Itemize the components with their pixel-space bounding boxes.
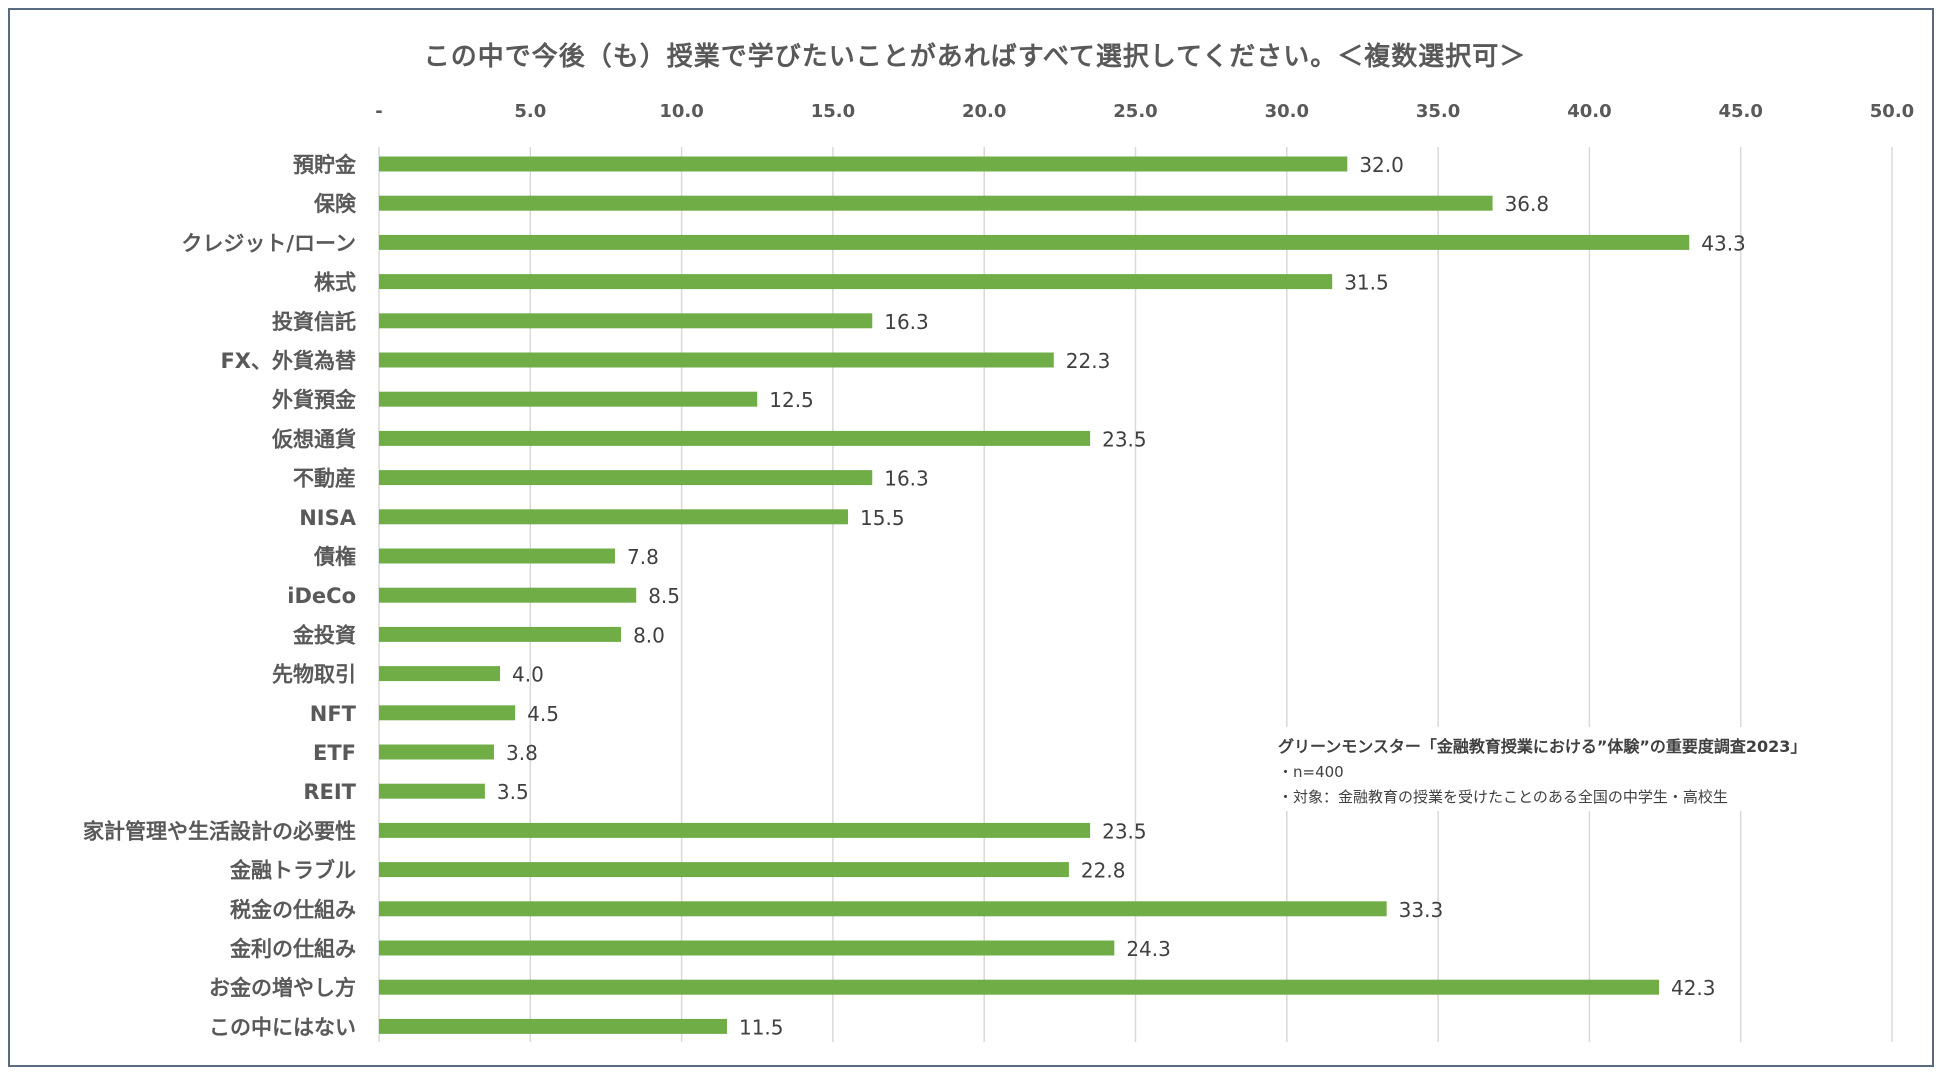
data-label: 22.8 [1081,859,1126,883]
data-label: 33.3 [1399,898,1444,922]
bar [379,783,485,799]
data-label: 16.3 [884,467,929,491]
bar [379,979,1659,995]
category-label: 先物取引 [272,663,356,687]
category-label: クレジット/ローン [181,231,356,255]
category-label: この中にはない [209,1015,356,1039]
x-tick-label: 10.0 [659,101,703,122]
category-label: 保険 [313,192,357,216]
sample-size-note: ・n=400 [1278,763,1344,781]
data-label: 43.3 [1701,231,1746,255]
data-label: 8.0 [633,623,665,647]
x-tick-label: - [375,101,382,122]
bar [379,430,1091,446]
source-title: グリーンモンスター「金融教育授業における”体験”の重要度調査2023」 [1278,737,1807,756]
category-label: iDeCo [287,584,356,608]
category-label: NFT [310,702,357,726]
bar [379,744,494,760]
bar [379,666,501,682]
x-tick-label: 5.0 [514,101,546,122]
data-label: 15.5 [860,506,905,530]
category-label: NISA [299,506,357,530]
bar [379,313,873,329]
x-tick-label: 30.0 [1265,101,1309,122]
data-label: 22.3 [1066,349,1111,373]
bar [379,195,1493,211]
bar [379,862,1069,878]
x-tick-label: 35.0 [1416,101,1460,122]
data-label: 11.5 [739,1015,784,1039]
category-label: REIT [303,780,356,804]
data-label: 4.0 [512,663,544,687]
x-tick-label: 20.0 [962,101,1006,122]
x-tick-label: 40.0 [1567,101,1611,122]
data-label: 16.3 [884,310,929,334]
category-label: 税金の仕組み [230,898,356,922]
bar [379,352,1054,368]
category-label: 金利の仕組み [229,937,356,961]
data-label: 3.8 [506,741,538,765]
bar [379,274,1333,290]
data-label: 31.5 [1344,271,1389,295]
data-label: 7.8 [627,545,659,569]
bar [379,626,622,642]
source-note: グリーンモンスター「金融教育授業における”体験”の重要度調査2023」 ・n=4… [1272,727,1817,811]
bar [379,587,637,603]
bar [379,548,616,564]
bar [379,1018,727,1034]
category-label: FX、外貨為替 [220,349,356,373]
data-label: 3.5 [497,780,529,804]
category-label: 仮想通貨 [271,427,356,451]
category-label: 家計管理や生活設計の必要性 [83,819,356,843]
category-label: 金融トラブル [229,859,356,883]
category-label: お金の増やし方 [209,976,356,1000]
data-label: 36.8 [1505,192,1550,216]
bar [379,822,1091,838]
bar [379,509,849,525]
x-tick-label: 50.0 [1870,101,1914,122]
category-label: 株式 [314,271,356,295]
category-label: 債権 [313,545,356,569]
data-label: 23.5 [1102,819,1147,843]
category-label: 金投資 [292,623,356,647]
bar [379,391,758,407]
bar [379,470,873,486]
data-label: 12.5 [769,388,814,412]
data-label: 32.0 [1359,153,1404,177]
x-tick-label: 25.0 [1113,101,1157,122]
category-label: 投資信託 [272,310,356,334]
category-label: 外貨預金 [272,388,357,412]
x-tick-label: 45.0 [1718,101,1762,122]
bar [379,901,1387,917]
target-note: ・対象：金融教育の授業を受けたことのある全国の中学生・高校生 [1278,788,1728,806]
data-label: 23.5 [1102,427,1147,451]
category-label: 預貯金 [293,153,357,177]
data-label: 4.5 [527,702,559,726]
chart-frame [8,8,1934,1067]
x-tick-label: 15.0 [811,101,855,122]
chart-title: この中で今後（も）授業で学びたいことがあればすべて選択してください。＜複数選択可… [423,42,1527,72]
bar [379,156,1348,172]
category-label: ETF [313,741,356,765]
category-label: 不動産 [293,467,356,491]
data-label: 24.3 [1126,937,1171,961]
data-label: 8.5 [648,584,680,608]
bar [379,940,1115,956]
data-label: 42.3 [1671,976,1716,1000]
bar [379,234,1690,250]
bar [379,705,516,721]
